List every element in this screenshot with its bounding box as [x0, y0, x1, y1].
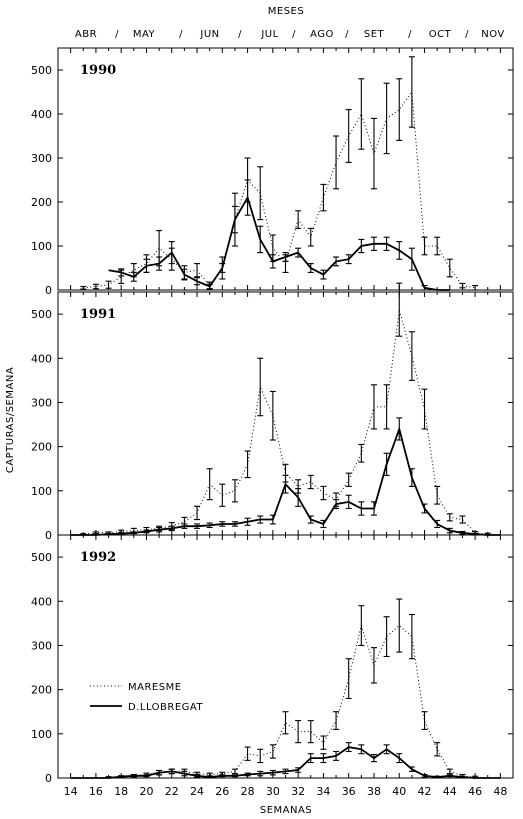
- legend-label: MARESME: [128, 682, 182, 693]
- x-tick-label: 26: [215, 785, 229, 798]
- x-tick-label: 28: [241, 785, 255, 798]
- month-separator: /: [179, 29, 183, 40]
- series-d-llobregat: [70, 417, 501, 536]
- panel-frame: [57, 534, 514, 779]
- series-line: [108, 195, 450, 291]
- x-tick-label: 46: [468, 785, 482, 798]
- month-separator: /: [292, 29, 296, 40]
- x-tick-label: 40: [392, 785, 406, 798]
- series-d-llobregat: [70, 742, 501, 779]
- series-line: [83, 90, 476, 289]
- series-maresme: [70, 282, 501, 536]
- x-tick-label: 42: [418, 785, 432, 798]
- panel-frame: [57, 291, 514, 536]
- month-label: NOV: [481, 29, 505, 40]
- panel-year-label: 1990: [80, 63, 116, 78]
- x-tick-label: 48: [493, 785, 507, 798]
- x-tick-label: 24: [190, 785, 204, 798]
- y-tick-label: 0: [45, 284, 52, 297]
- month-label: ABR: [75, 29, 97, 40]
- top-axis-title: MESES: [268, 6, 304, 17]
- y-tick-label: 300: [31, 639, 52, 652]
- y-tick-label: 500: [31, 64, 52, 77]
- month-label: SET: [364, 29, 385, 40]
- panel-1992: 0 100 200 300 400 500 1992 14 16 18 20 22 24 26 28 30 32…: [31, 534, 514, 798]
- panel-1991: 0 100 200 300 400 500 1991: [31, 282, 514, 542]
- y-tick-label: 500: [31, 308, 52, 321]
- y-tick-label: 300: [31, 152, 52, 165]
- x-tick-label: 36: [342, 785, 356, 798]
- y-tick-label: 0: [45, 529, 52, 542]
- series-maresme: [80, 56, 479, 291]
- month-label: OCT: [429, 29, 452, 40]
- month-labels: ABR MAY JUN JUL AGO SET OCT NOV / / / / / / /: [75, 29, 505, 40]
- y-tick-label: 300: [31, 396, 52, 409]
- y-tick-label: 400: [31, 352, 52, 365]
- month-separator: /: [345, 29, 349, 40]
- x-tick-label: 16: [89, 785, 103, 798]
- y-tick-label: 400: [31, 595, 52, 608]
- x-axis-title: SEMANAS: [260, 805, 312, 816]
- x-tick-label: 20: [139, 785, 153, 798]
- month-separator: /: [408, 29, 412, 40]
- panel-year-label: 1991: [80, 307, 116, 322]
- x-tick-label: 34: [316, 785, 330, 798]
- month-label: JUN: [199, 29, 219, 40]
- x-tick-label: 38: [367, 785, 381, 798]
- month-separator: /: [465, 29, 469, 40]
- x-tick-label: 22: [165, 785, 179, 798]
- month-label: AGO: [310, 29, 334, 40]
- y-tick-label: 100: [31, 240, 52, 253]
- y-tick-label: 400: [31, 108, 52, 121]
- y-tick-label: 200: [31, 441, 52, 454]
- x-tick-label: 44: [443, 785, 457, 798]
- series-line: [70, 309, 501, 536]
- panel-year-label: 1992: [80, 550, 116, 565]
- series-d-llobregat: [108, 179, 450, 291]
- panel-1990: 0 100 200 300 400 500 1990: [31, 47, 514, 297]
- y-tick-label: 100: [31, 728, 52, 741]
- legend-label: D.LLOBREGAT: [128, 702, 203, 713]
- month-label: JUL: [260, 29, 278, 40]
- x-tick-label: 18: [114, 785, 128, 798]
- x-tick-label: 32: [291, 785, 305, 798]
- y-tick-label: 200: [31, 684, 52, 697]
- month-label: MAY: [133, 29, 156, 40]
- y-tick-label: 200: [31, 196, 52, 209]
- x-tick-label: 14: [64, 785, 78, 798]
- legend: MARESME D.LLOBREGAT: [90, 682, 203, 713]
- y-tick-label: 500: [31, 551, 52, 564]
- month-separator: /: [115, 29, 119, 40]
- month-separator: /: [238, 29, 242, 40]
- y-tick-label: 0: [45, 772, 52, 785]
- y-tick-label: 100: [31, 485, 52, 498]
- y-axis-title: CAPTURAS/SEMANA: [5, 367, 16, 473]
- x-tick-label: 30: [266, 785, 280, 798]
